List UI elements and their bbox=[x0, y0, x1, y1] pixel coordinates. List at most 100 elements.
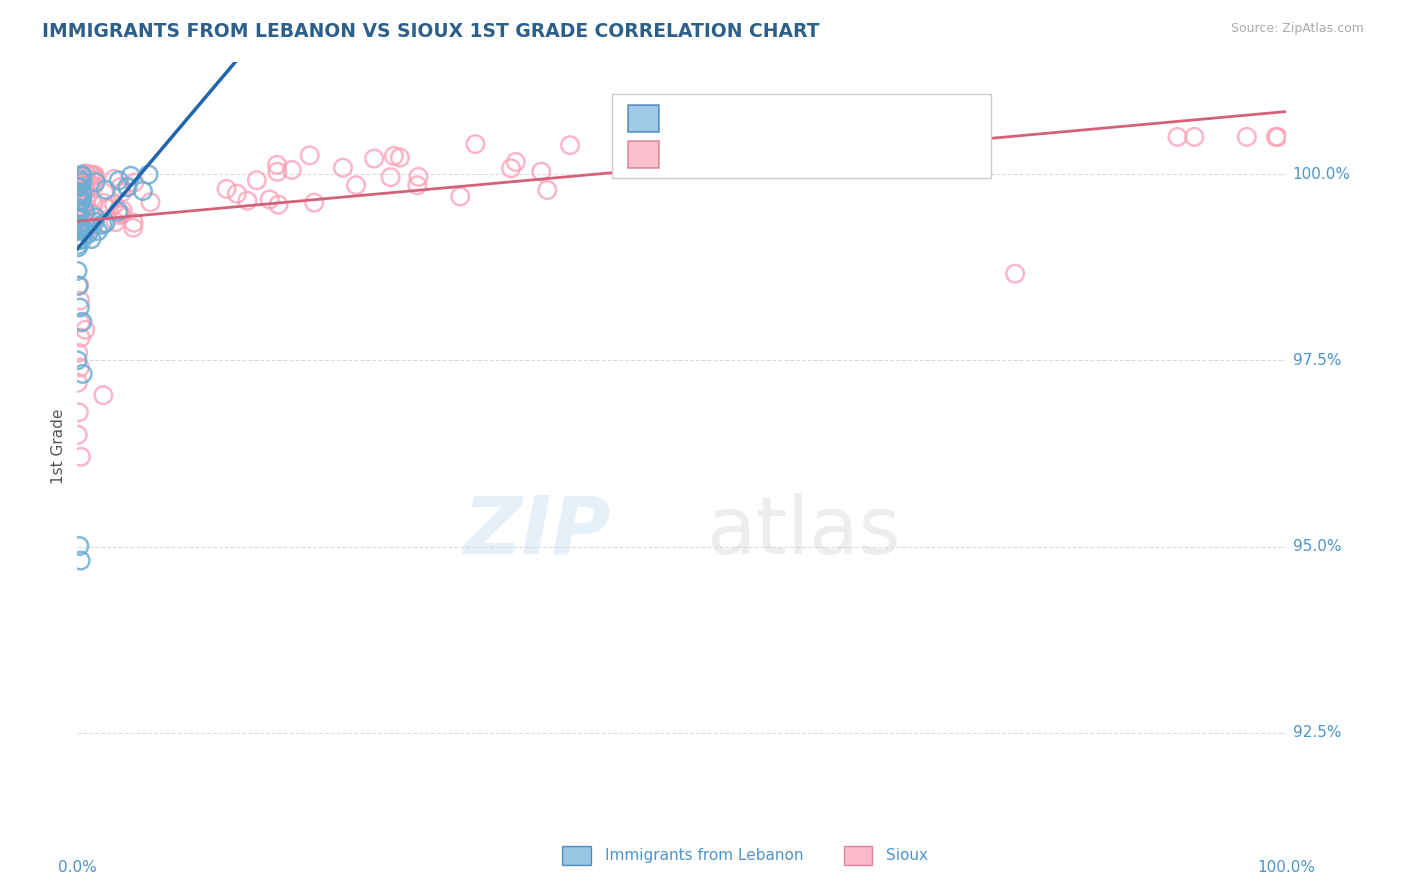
Point bbox=[84, 175, 107, 189]
Text: Immigrants from Lebanon: Immigrants from Lebanon bbox=[605, 848, 803, 863]
Point bbox=[69, 219, 91, 234]
Point bbox=[73, 209, 96, 223]
Text: 100.0%: 100.0% bbox=[1257, 860, 1316, 875]
Point bbox=[93, 196, 115, 211]
Point bbox=[72, 188, 94, 202]
Point bbox=[70, 233, 93, 247]
Point bbox=[67, 200, 90, 214]
Point bbox=[73, 202, 96, 216]
Point bbox=[110, 207, 132, 221]
Point bbox=[69, 219, 91, 233]
Point bbox=[66, 427, 89, 442]
Point bbox=[67, 278, 90, 293]
Point bbox=[332, 161, 354, 175]
Point bbox=[108, 206, 131, 220]
Point bbox=[67, 212, 90, 227]
Point bbox=[67, 176, 90, 190]
Point bbox=[91, 218, 114, 232]
Point bbox=[72, 223, 94, 237]
Point bbox=[783, 129, 806, 144]
Text: 95.0%: 95.0% bbox=[1292, 539, 1341, 554]
Point bbox=[769, 129, 792, 144]
Point bbox=[84, 173, 107, 187]
Point bbox=[215, 182, 238, 196]
Point bbox=[82, 179, 104, 194]
Point bbox=[66, 207, 89, 221]
Text: R = 0.222   N =  51: R = 0.222 N = 51 bbox=[673, 110, 849, 128]
Point bbox=[66, 181, 89, 195]
Point bbox=[72, 184, 94, 198]
Point bbox=[558, 138, 581, 153]
Point bbox=[91, 388, 114, 402]
Point bbox=[75, 219, 97, 233]
Point bbox=[246, 173, 269, 187]
Point bbox=[67, 219, 90, 234]
Text: ZIP: ZIP bbox=[463, 492, 610, 571]
Point bbox=[80, 222, 103, 236]
Point bbox=[117, 180, 139, 194]
Point bbox=[73, 202, 96, 216]
Point bbox=[266, 158, 288, 172]
Point bbox=[67, 187, 90, 202]
Point bbox=[72, 168, 94, 182]
Point bbox=[72, 219, 94, 234]
Point bbox=[117, 179, 139, 194]
Point bbox=[266, 165, 288, 179]
Point bbox=[66, 177, 89, 191]
Point bbox=[84, 211, 107, 225]
Point bbox=[79, 180, 101, 194]
Point bbox=[67, 206, 90, 220]
Point bbox=[83, 168, 105, 182]
Point bbox=[388, 151, 411, 165]
Point bbox=[70, 222, 93, 236]
Point bbox=[132, 184, 155, 198]
Y-axis label: 1st Grade: 1st Grade bbox=[51, 409, 66, 483]
Point bbox=[122, 220, 145, 235]
Point bbox=[72, 175, 94, 189]
Point bbox=[94, 216, 117, 230]
Text: IMMIGRANTS FROM LEBANON VS SIOUX 1ST GRADE CORRELATION CHART: IMMIGRANTS FROM LEBANON VS SIOUX 1ST GRA… bbox=[42, 22, 820, 41]
Point bbox=[731, 129, 754, 144]
Point bbox=[79, 216, 101, 230]
Text: 97.5%: 97.5% bbox=[1292, 353, 1341, 368]
Point bbox=[281, 163, 304, 178]
Point bbox=[67, 193, 90, 207]
Point bbox=[75, 183, 97, 197]
Point bbox=[80, 206, 103, 220]
Point bbox=[302, 195, 325, 210]
Point bbox=[72, 220, 94, 235]
Point bbox=[73, 208, 96, 222]
Point bbox=[75, 224, 97, 238]
Point bbox=[67, 202, 90, 216]
Point bbox=[110, 179, 132, 194]
Point bbox=[73, 166, 96, 180]
Point bbox=[87, 224, 110, 238]
Point bbox=[104, 215, 127, 229]
Point bbox=[380, 170, 402, 185]
Point bbox=[70, 190, 93, 204]
Point bbox=[259, 193, 281, 207]
Point bbox=[138, 168, 160, 182]
Point bbox=[83, 198, 105, 212]
Point bbox=[80, 168, 103, 182]
Point bbox=[69, 301, 91, 315]
Point bbox=[108, 208, 131, 222]
Point bbox=[70, 194, 93, 209]
Text: atlas: atlas bbox=[706, 492, 900, 571]
Point bbox=[66, 188, 89, 202]
Point bbox=[70, 168, 93, 182]
Point bbox=[70, 222, 93, 236]
Point bbox=[530, 164, 553, 178]
Point bbox=[70, 450, 93, 464]
Point bbox=[120, 169, 142, 183]
Point bbox=[382, 149, 405, 163]
Point bbox=[70, 193, 93, 207]
Point bbox=[1264, 129, 1286, 144]
Point bbox=[66, 376, 89, 390]
Point bbox=[139, 195, 162, 210]
Point bbox=[66, 201, 89, 215]
Point bbox=[107, 173, 129, 187]
Point bbox=[124, 176, 146, 190]
Point bbox=[77, 219, 100, 234]
Point bbox=[80, 178, 103, 192]
